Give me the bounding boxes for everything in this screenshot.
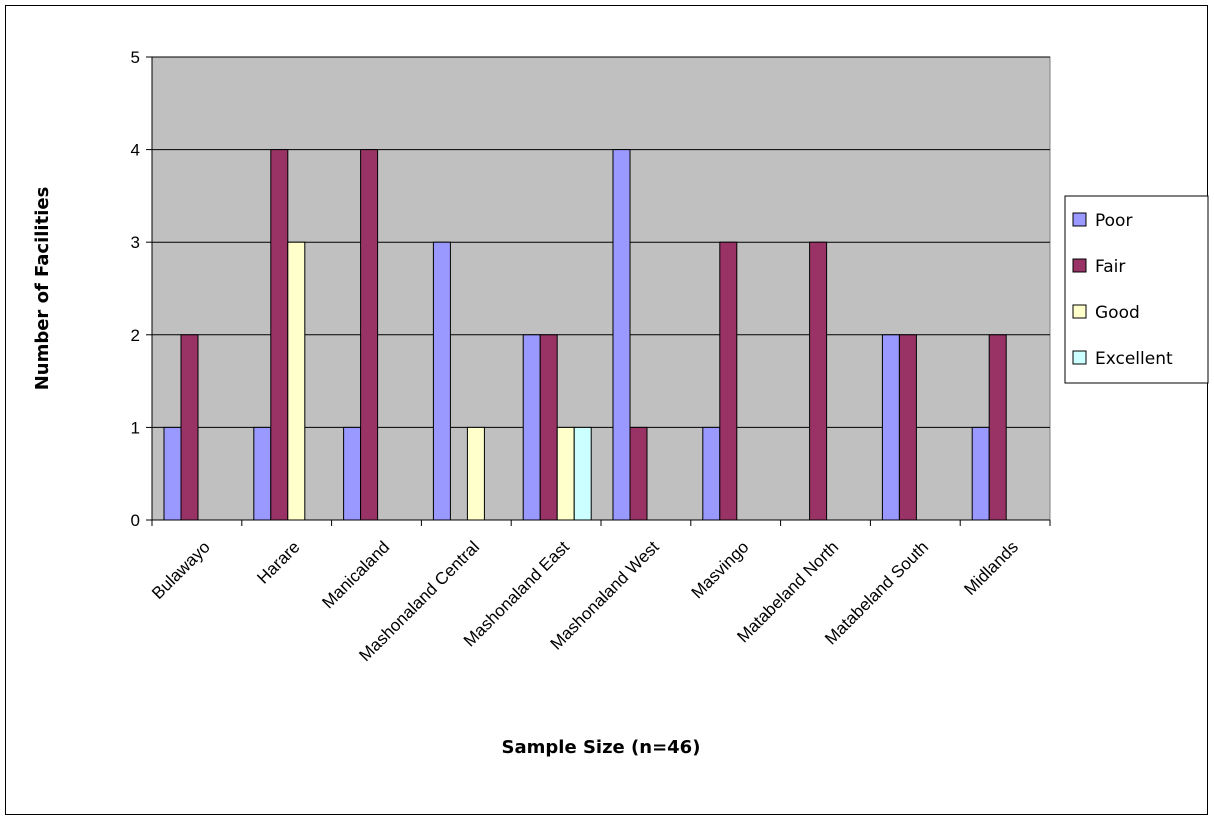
bar-poor-bulawayo: [163, 426, 182, 521]
x-tick-label: Manicaland: [318, 537, 393, 612]
bar-poor-manicaland: [343, 426, 362, 521]
bar-fair-matabeland-north: [809, 241, 828, 521]
x-axis-title: Sample Size (n=46): [502, 737, 701, 758]
bar-good-mashonaland-central: [466, 426, 485, 521]
y-tick-label: 4: [131, 141, 140, 160]
legend-box: [1064, 195, 1209, 384]
y-tick-label: 2: [131, 326, 140, 345]
bar-fair-matabeland-south: [898, 334, 917, 521]
bar-fair-harare: [270, 149, 289, 521]
x-tick-label: Masvingo: [688, 537, 753, 602]
bar-poor-mashonaland-central: [432, 241, 451, 521]
bar-fair-manicaland: [360, 149, 379, 521]
y-axis-title: Number of Facilities: [32, 187, 53, 391]
bars: [163, 149, 1007, 521]
legend-label-good: Good: [1095, 303, 1140, 323]
bar-poor-matabeland-south: [881, 334, 900, 521]
bar-fair-mashonaland-west: [629, 426, 648, 521]
bar-fair-midlands: [988, 334, 1007, 521]
bar-fair-masvingo: [719, 241, 738, 521]
legend-swatch-good: [1072, 304, 1087, 319]
bar-fair-mashonaland-east: [539, 334, 558, 521]
y-tick-label: 5: [131, 48, 140, 67]
bar-good-mashonaland-east: [556, 426, 575, 521]
legend-swatch-poor: [1072, 212, 1087, 227]
y-axis-ticks: 0 1 2 3 4 5: [131, 48, 152, 530]
x-tick-label: Harare: [253, 537, 303, 587]
legend-label-excellent: Excellent: [1095, 349, 1173, 369]
legend-label-fair: Fair: [1095, 257, 1125, 277]
bar-poor-mashonaland-east: [522, 334, 541, 521]
bar-poor-harare: [253, 426, 272, 521]
x-tick-label: Midlands: [960, 537, 1022, 599]
legend-swatch-fair: [1072, 258, 1087, 273]
legend-swatch-excellent: [1072, 350, 1087, 365]
bar-good-harare: [287, 241, 306, 521]
legend: Poor Fair Good Excellent: [1064, 195, 1209, 384]
y-tick-label: 3: [131, 233, 140, 252]
legend-label-poor: Poor: [1095, 211, 1132, 231]
y-tick-label: 0: [131, 511, 140, 530]
bar-poor-midlands: [971, 426, 990, 521]
bar-fair-bulawayo: [180, 334, 199, 521]
y-tick-label: 1: [131, 418, 140, 437]
bar-excellent-mashonaland-east: [573, 426, 592, 521]
x-tick-label: Bulawayo: [148, 537, 214, 603]
bar-poor-mashonaland-west: [612, 149, 631, 521]
bar-poor-masvingo: [702, 426, 721, 521]
